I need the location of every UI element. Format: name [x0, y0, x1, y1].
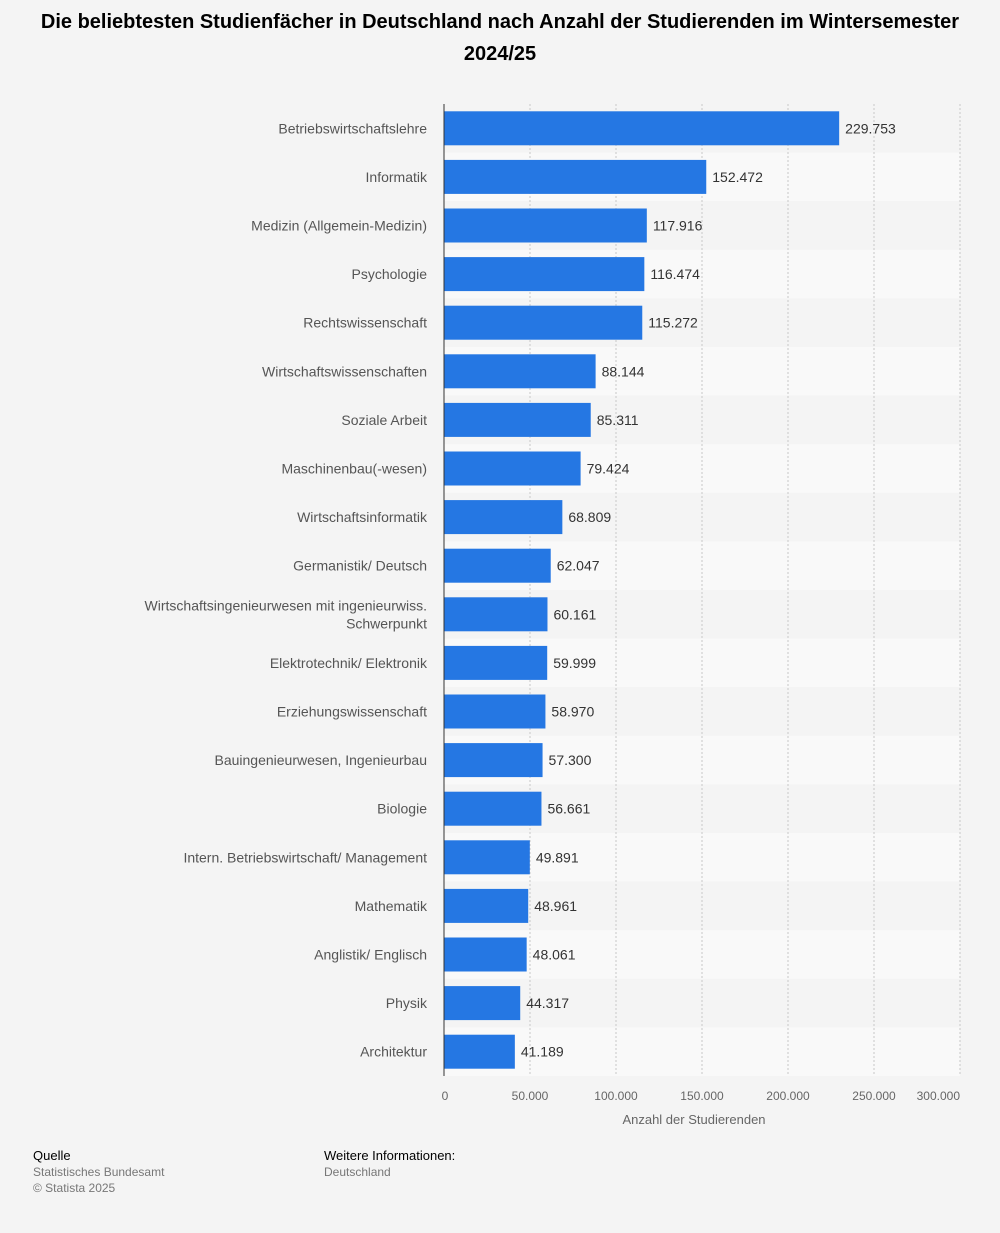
source-name[interactable]: Statistisches Bundesamt — [33, 1165, 165, 1179]
bar[interactable] — [444, 791, 542, 826]
info-region: Deutschland — [324, 1165, 391, 1179]
value-label: 79.424 — [587, 461, 630, 477]
category-label: Anglistik/ Englisch — [314, 947, 427, 963]
category-label: Soziale Arbeit — [341, 412, 427, 428]
copyright: © Statista 2025 — [33, 1181, 116, 1195]
bar-chart: Betriebswirtschaftslehre Informatik Medizi… — [145, 104, 961, 1127]
value-label: 62.047 — [557, 558, 600, 574]
category-label: Maschinenbau(-wesen) — [281, 461, 427, 477]
category-label: Wirtschaftsingenieurwesen mit ingenieurw… — [145, 597, 428, 631]
chart-title: Die beliebtesten Studienfächer in Deutsc… — [40, 11, 960, 65]
category-label: Informatik — [366, 169, 428, 185]
value-label: 49.891 — [536, 849, 579, 865]
category-label: Psychologie — [352, 266, 428, 282]
x-tick-label: 200.000 — [766, 1089, 810, 1103]
x-tick-labels: 0 50.000 100.000 150.000 200.000 250.000 300.0… — [442, 1089, 961, 1103]
bar[interactable] — [444, 500, 563, 535]
bar[interactable] — [444, 694, 546, 729]
value-label: 60.161 — [553, 606, 596, 622]
category-label: Medizin (Allgemein-Medizin) — [251, 218, 427, 234]
bar[interactable] — [444, 451, 581, 486]
bar[interactable] — [444, 111, 840, 146]
info-heading: Weitere Informationen: — [324, 1148, 456, 1163]
bar[interactable] — [444, 1034, 515, 1069]
x-tick-label: 100.000 — [594, 1089, 638, 1103]
category-label: Mathematik — [355, 898, 428, 914]
value-label: 48.961 — [534, 898, 577, 914]
bar[interactable] — [444, 402, 591, 437]
value-label: 41.189 — [521, 1044, 564, 1060]
bar[interactable] — [444, 743, 543, 778]
row-band — [444, 930, 960, 979]
source-block: Quelle Statistisches Bundesamt © Statist… — [33, 1148, 164, 1196]
category-label: Wirtschaftsinformatik — [297, 509, 428, 525]
x-tick-label: 250.000 — [852, 1089, 896, 1103]
category-label: Betriebswirtschaftslehre — [278, 120, 427, 136]
x-tick-label: 150.000 — [680, 1089, 724, 1103]
x-tick-label: 300.000 — [917, 1089, 961, 1103]
category-label: Erziehungswissenschaft — [277, 704, 427, 720]
value-label: 58.970 — [551, 704, 594, 720]
value-label: 59.999 — [553, 655, 596, 671]
bar[interactable] — [444, 840, 530, 875]
category-label: Wirtschaftswissenschaften — [262, 363, 427, 379]
row-band — [444, 1027, 960, 1076]
value-label: 56.661 — [547, 801, 590, 817]
value-label: 85.311 — [597, 412, 639, 428]
x-tick-label: 50.000 — [512, 1089, 549, 1103]
bar[interactable] — [444, 888, 529, 923]
bars — [444, 111, 840, 1069]
bar[interactable] — [444, 645, 548, 680]
category-labels: Betriebswirtschaftslehre Informatik Medizi… — [145, 120, 428, 1059]
category-label: Intern. Betriebswirtschaft/ Management — [183, 849, 427, 865]
bar[interactable] — [444, 548, 551, 583]
category-label: Architektur — [360, 1044, 427, 1060]
value-label: 88.144 — [602, 363, 645, 379]
bar[interactable] — [444, 208, 647, 243]
category-label: Biologie — [377, 801, 427, 817]
bar[interactable] — [444, 986, 521, 1021]
value-label: 116.474 — [650, 266, 700, 282]
value-label: 57.300 — [549, 752, 592, 768]
category-label: Elektrotechnik/ Elektronik — [270, 655, 428, 671]
value-label: 44.317 — [526, 995, 569, 1011]
value-label: 229.753 — [845, 120, 896, 136]
bar[interactable] — [444, 937, 527, 972]
bar[interactable] — [444, 159, 707, 194]
row-band — [444, 978, 960, 1028]
category-label: Germanistik/ Deutsch — [293, 558, 427, 574]
value-label: 115.272 — [648, 315, 698, 331]
bar[interactable] — [444, 597, 548, 632]
category-label: Rechtswissenschaft — [303, 315, 427, 331]
value-labels: 229.753 152.472 117.916 116.474 115.272 88.14… — [521, 120, 896, 1059]
bar[interactable] — [444, 354, 596, 389]
x-tick-label: 0 — [442, 1089, 449, 1103]
bar[interactable] — [444, 305, 643, 340]
value-label: 68.809 — [568, 509, 611, 525]
value-label: 117.916 — [653, 218, 703, 234]
bar[interactable] — [444, 257, 645, 292]
value-label: 152.472 — [712, 169, 763, 185]
source-heading: Quelle — [33, 1148, 71, 1163]
category-label: Bauingenieurwesen, Ingenieurbau — [215, 752, 428, 768]
category-label: Physik — [386, 995, 428, 1011]
x-axis-title: Anzahl der Studierenden — [622, 1112, 765, 1127]
info-block: Weitere Informationen: Deutschland — [324, 1148, 455, 1180]
value-label: 48.061 — [533, 947, 576, 963]
